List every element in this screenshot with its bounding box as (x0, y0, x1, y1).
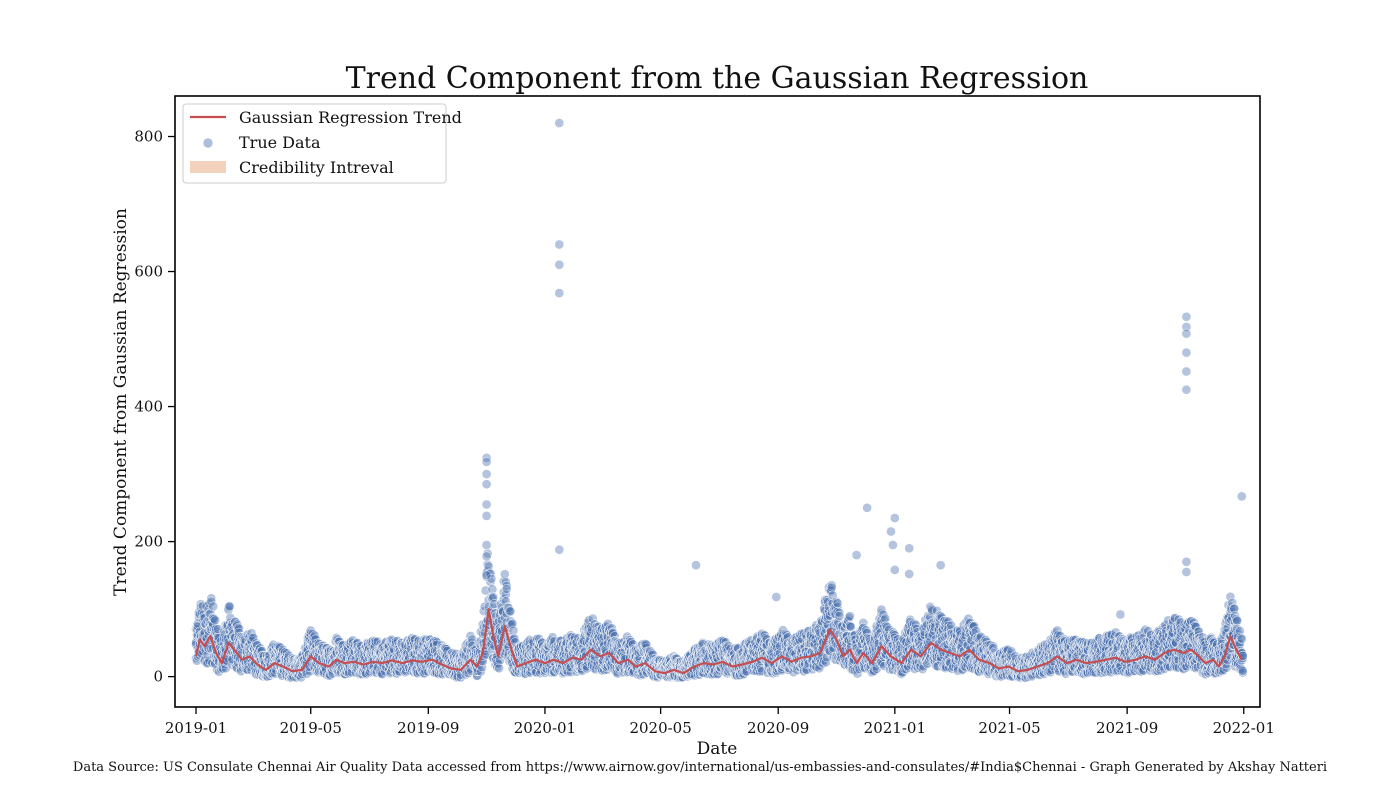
true-data-point (224, 601, 235, 612)
true-data-point (487, 584, 498, 595)
true-data-point (845, 611, 855, 621)
true-data-point (501, 584, 512, 594)
true-data-point (208, 601, 219, 612)
true-data-point (206, 593, 217, 604)
true-data-point (508, 625, 519, 636)
plot-area (174, 95, 1261, 708)
true-data-point (213, 624, 223, 634)
true-data-point (213, 636, 223, 647)
chart-title: Trend Component from the Gaussian Regres… (346, 61, 1089, 96)
true-data-points (191, 118, 1248, 683)
true-data-point (206, 596, 217, 607)
true-data-point (832, 598, 843, 608)
true-data-point (505, 606, 516, 617)
true-data-point (834, 611, 845, 621)
true-data-point (494, 663, 504, 674)
true-data-point (234, 623, 244, 634)
true-data-point (210, 615, 220, 626)
true-data-point (195, 599, 206, 610)
true-data-point (212, 665, 222, 675)
true-data-point (223, 605, 234, 615)
